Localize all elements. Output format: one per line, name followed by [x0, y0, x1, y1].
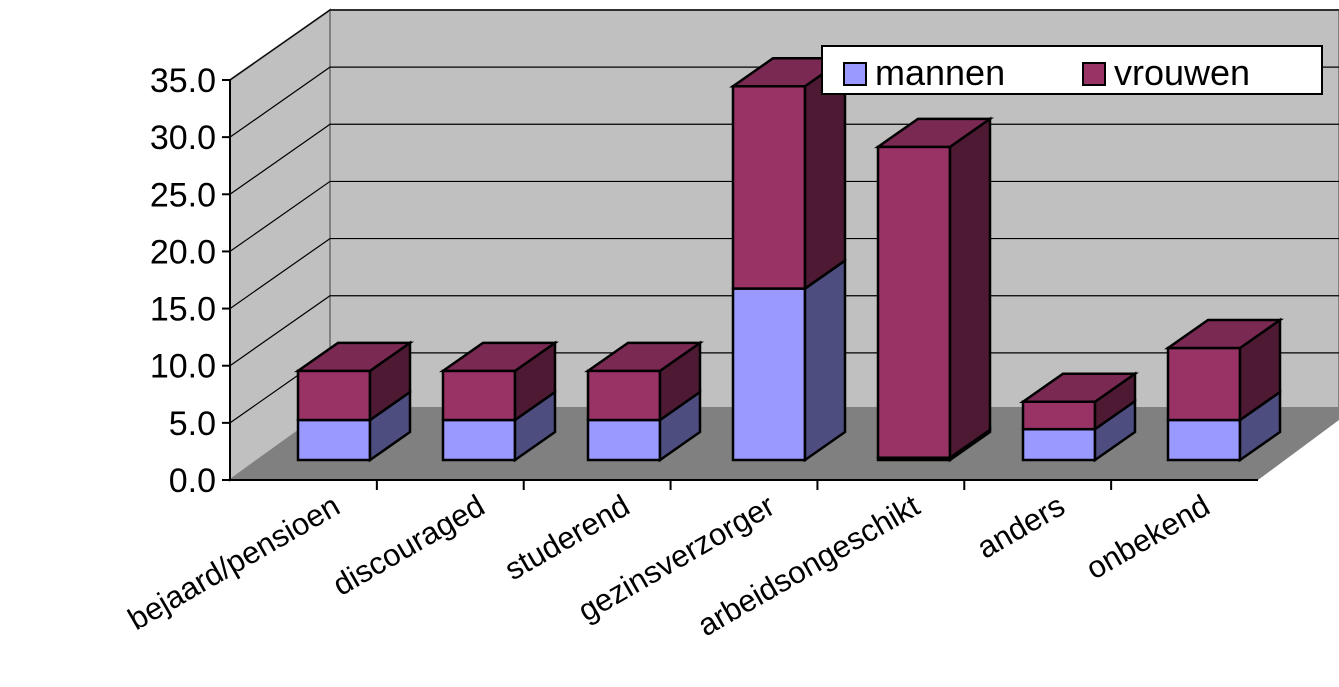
- bar-front: [586, 418, 662, 462]
- y-tick-label: 10.0: [150, 348, 216, 386]
- bar-side: [948, 116, 992, 461]
- bar-front: [1021, 400, 1097, 431]
- x-category-label: onbekend: [1080, 488, 1215, 586]
- bar-front: [296, 418, 372, 462]
- y-tick-label: 30.0: [150, 119, 216, 157]
- gridline: [229, 180, 1339, 252]
- axes: [222, 79, 1258, 490]
- bar-segment-vrouwen: [584, 340, 704, 423]
- bar-segment-vrouwen: [439, 340, 559, 423]
- y-tick-label: 5.0: [169, 405, 216, 443]
- bar-top: [584, 341, 704, 373]
- bar-segment-vrouwen: [1019, 371, 1139, 432]
- bar-front: [1166, 346, 1242, 422]
- bar-segment-mannen: [1021, 398, 1137, 463]
- y-tick-label: 0.0: [169, 462, 216, 500]
- bar-front: [876, 145, 952, 459]
- bar-top: [1164, 318, 1284, 350]
- bar-front: [1021, 427, 1097, 462]
- bar-front: [441, 369, 517, 422]
- x-category-label: bejaard/pensioen: [122, 488, 345, 637]
- gridline: [229, 123, 1339, 195]
- bar-segment-vrouwen: [874, 116, 994, 461]
- bar-segment-mannen: [1166, 389, 1282, 463]
- bar-top: [1019, 372, 1139, 403]
- gridline: [229, 237, 1339, 310]
- y-tick-label: 20.0: [150, 233, 216, 271]
- legend-box: [821, 45, 1323, 95]
- bar-front: [1166, 418, 1242, 462]
- x-category-label: discouraged: [327, 488, 491, 603]
- y-tick-label: 35.0: [150, 62, 216, 100]
- bar-front: [441, 418, 517, 462]
- bar-top: [439, 341, 559, 373]
- bar-side: [803, 258, 847, 463]
- bar-top: [294, 341, 414, 373]
- legend-label-mannen: mannen: [875, 52, 1005, 93]
- bar-front: [731, 85, 807, 290]
- y-tick-label: 15.0: [150, 291, 216, 329]
- bar-segment-mannen: [586, 389, 702, 463]
- y-axis-tick-labels: 0.0 5.0 10.0 15.0 20.0 25.0 30.0 35.0: [150, 62, 216, 500]
- bar-front: [586, 369, 662, 422]
- bar-segment-mannen: [731, 258, 847, 463]
- gridline: [229, 295, 1339, 367]
- bar-front: [731, 287, 807, 462]
- bar-segment-vrouwen: [729, 55, 849, 291]
- gridline: [229, 9, 1339, 81]
- bars: [294, 55, 1284, 463]
- legend-swatch-mannen: [843, 62, 867, 86]
- legend: mannen vrouwen: [821, 45, 1323, 95]
- bar-front: [296, 369, 372, 422]
- legend-label-vrouwen: vrouwen: [1114, 52, 1250, 93]
- bar-segment-vrouwen: [294, 340, 414, 423]
- x-category-label: anders: [971, 488, 1071, 566]
- y-tick-label: 25.0: [150, 176, 216, 214]
- bar-top: [874, 117, 994, 149]
- bar-segment-vrouwen: [1164, 317, 1284, 423]
- legend-swatch-vrouwen: [1082, 62, 1106, 86]
- bar-segment-mannen: [441, 389, 557, 463]
